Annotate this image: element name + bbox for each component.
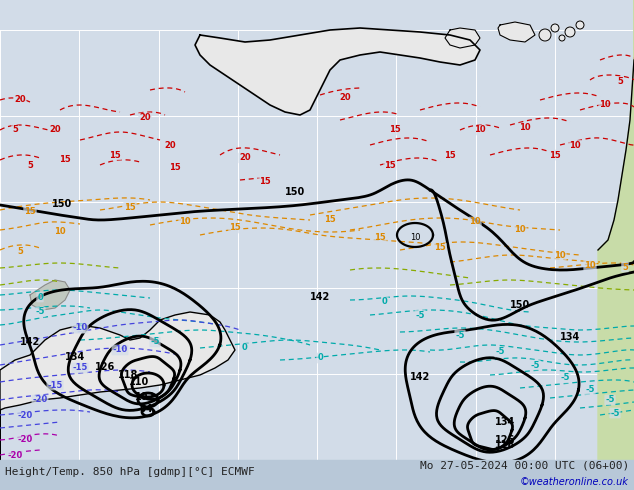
Text: 15: 15 [59, 155, 71, 165]
Text: 15: 15 [549, 150, 561, 160]
Text: -5: -5 [611, 409, 620, 417]
Text: 102: 102 [135, 392, 155, 402]
Circle shape [576, 21, 584, 29]
Text: 5: 5 [17, 247, 23, 256]
Text: 15: 15 [444, 150, 456, 160]
Text: 15: 15 [24, 207, 36, 217]
Text: 20: 20 [139, 114, 151, 122]
Text: 15: 15 [374, 234, 386, 243]
Text: -5: -5 [585, 386, 595, 394]
Text: 5: 5 [12, 125, 18, 134]
Text: -5: -5 [36, 308, 45, 317]
Text: 10: 10 [554, 250, 566, 260]
Text: 5: 5 [27, 161, 33, 170]
Text: 20: 20 [49, 125, 61, 134]
Text: 142: 142 [20, 337, 40, 347]
Text: -5: -5 [495, 347, 505, 357]
Text: -5: -5 [560, 373, 570, 383]
Text: 15: 15 [259, 177, 271, 187]
Text: 10: 10 [584, 261, 596, 270]
Polygon shape [598, 0, 634, 490]
Circle shape [565, 27, 575, 37]
Polygon shape [195, 28, 480, 115]
Text: 15: 15 [109, 150, 121, 160]
Text: 134: 134 [65, 352, 85, 362]
Text: 15: 15 [384, 161, 396, 170]
Circle shape [551, 24, 559, 32]
Text: 142: 142 [310, 292, 330, 302]
Text: -5: -5 [415, 311, 425, 319]
Text: 15: 15 [389, 125, 401, 134]
Text: 15: 15 [124, 202, 136, 212]
Polygon shape [445, 28, 480, 48]
Text: 10: 10 [410, 233, 420, 242]
Text: 0: 0 [317, 353, 323, 363]
Text: -20: -20 [8, 451, 23, 461]
Text: 10: 10 [474, 125, 486, 134]
Polygon shape [0, 460, 634, 490]
Text: -20: -20 [17, 436, 32, 444]
Text: 10: 10 [519, 123, 531, 132]
Text: -10: -10 [112, 345, 127, 354]
Text: -5: -5 [75, 323, 85, 333]
Text: 94: 94 [139, 404, 153, 414]
Text: 15: 15 [324, 216, 336, 224]
Text: Mo 27-05-2024 00:00 UTC (06+00): Mo 27-05-2024 00:00 UTC (06+00) [420, 461, 629, 471]
Polygon shape [30, 280, 70, 310]
Text: Height/Temp. 850 hPa [gdmp][°C] ECMWF: Height/Temp. 850 hPa [gdmp][°C] ECMWF [5, 467, 255, 477]
Text: ©weatheronline.co.uk: ©weatheronline.co.uk [520, 477, 629, 487]
Text: 0: 0 [242, 343, 248, 352]
Polygon shape [498, 22, 535, 42]
Text: 5: 5 [617, 77, 623, 87]
Text: -15: -15 [72, 364, 87, 372]
Text: 150: 150 [52, 199, 72, 209]
Text: -5: -5 [455, 330, 465, 340]
Text: -5: -5 [605, 395, 615, 405]
Text: 150: 150 [510, 300, 530, 310]
Polygon shape [0, 312, 235, 460]
Text: 10: 10 [179, 218, 191, 226]
Text: 0: 0 [37, 293, 43, 301]
Text: 15: 15 [434, 244, 446, 252]
Text: -20: -20 [32, 395, 48, 405]
Text: 134: 134 [560, 332, 580, 342]
Text: 20: 20 [339, 94, 351, 102]
Text: 20: 20 [14, 96, 26, 104]
Text: 126: 126 [95, 362, 115, 372]
Text: -20: -20 [17, 411, 32, 419]
Text: 5: 5 [622, 263, 628, 271]
Text: 10: 10 [54, 227, 66, 237]
Text: 150: 150 [285, 187, 305, 197]
Text: 15: 15 [169, 164, 181, 172]
Text: -10: -10 [72, 323, 87, 333]
Text: 15: 15 [229, 223, 241, 232]
Circle shape [559, 35, 565, 41]
Text: 20: 20 [164, 141, 176, 149]
Text: 118: 118 [118, 370, 138, 380]
Text: 134: 134 [495, 417, 515, 427]
Text: 142: 142 [410, 372, 430, 382]
Text: 0: 0 [382, 297, 388, 307]
Text: 10: 10 [569, 141, 581, 149]
Text: 110: 110 [129, 377, 149, 387]
Text: 126: 126 [495, 435, 515, 445]
Text: 118: 118 [495, 440, 515, 450]
Text: 10: 10 [514, 225, 526, 235]
Text: -5: -5 [150, 338, 160, 346]
Text: 20: 20 [239, 153, 251, 163]
Text: -15: -15 [48, 381, 63, 390]
Text: 10: 10 [469, 218, 481, 226]
Text: -5: -5 [530, 361, 540, 369]
Circle shape [539, 29, 551, 41]
Text: 10: 10 [599, 100, 611, 109]
